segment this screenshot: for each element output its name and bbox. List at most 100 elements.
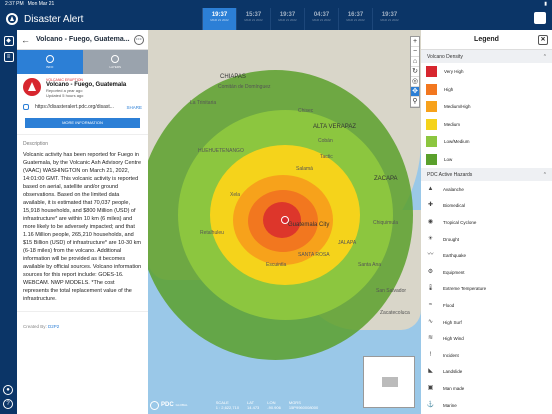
map-label: Escuintla — [266, 262, 287, 268]
legend-label: Incident — [443, 352, 459, 358]
hazard-url[interactable]: https://disasteralert.pdc.org/disast... — [35, 104, 114, 110]
color-swatch — [426, 66, 437, 78]
map-label: Comitán de Domínguez — [218, 84, 271, 90]
marine-icon: ⚓ — [426, 401, 435, 408]
timeline-bar: 19:37 MAR 21 2022 15:37 MAR 21 2022 19:37 M… — [202, 8, 406, 30]
color-swatch — [426, 83, 437, 95]
map-label: San Salvador — [376, 288, 407, 294]
overview-minimap[interactable] — [363, 356, 415, 408]
legend-density-row: Low — [421, 151, 552, 169]
color-swatch — [426, 101, 437, 113]
app-header: Disaster Alert 19:37 MAR 21 2022 15:37 MAR… — [0, 8, 552, 30]
legend-label: Flood — [443, 302, 455, 308]
earthquake-icon: 〰 — [427, 252, 434, 259]
legend-label: Drought — [443, 236, 460, 242]
account-icon[interactable]: ● — [3, 385, 13, 395]
chevron-up-icon: ⌃ — [542, 171, 547, 178]
reported-time: Reported a year ago — [46, 88, 83, 93]
map-readout: SCALE 1 : 2,622,710 LAT 14.473 LON -90.906 … — [215, 400, 319, 410]
created-by: Created By: D2P2 — [17, 311, 148, 329]
timeline-item[interactable]: 16:37 MAR 21 2022 — [338, 8, 372, 30]
hazard-name: Volcano - Fuego, Guatemala — [46, 82, 127, 88]
share-button[interactable]: SHARE — [126, 104, 142, 110]
close-icon[interactable]: ✕ — [538, 35, 548, 45]
landslide-icon: ◣ — [428, 368, 433, 375]
zoom-in-button[interactable]: + — [411, 38, 419, 47]
drought-icon: ☀ — [427, 235, 434, 242]
legend-hazard-row: ✚ Biomedical — [421, 198, 552, 215]
alert-icon[interactable] — [534, 12, 546, 24]
legend-label: Avalanche — [443, 186, 464, 192]
legend-hazard-row: ◣ Landslide — [421, 364, 552, 381]
color-swatch — [426, 118, 437, 130]
legend-hazard-row: ≈ Flood — [421, 297, 552, 314]
timeline-item[interactable]: 19:37 MAR 21 2022 — [202, 8, 236, 30]
legend-section-hazards[interactable]: PDC Active Hazards ⌃ — [421, 168, 552, 181]
tab-info[interactable]: INFO — [17, 50, 83, 74]
help-icon[interactable]: ? — [3, 399, 13, 409]
minimap-extent — [382, 377, 398, 387]
home-icon[interactable]: ⌂ — [411, 58, 419, 67]
zoom-out-button[interactable]: − — [411, 48, 419, 57]
hazards-icon[interactable]: ◆ — [3, 36, 14, 46]
map-label: Zacatecoluca — [380, 310, 410, 316]
description-heading: Description — [17, 134, 148, 149]
app-logo-icon — [6, 13, 18, 25]
map-view[interactable]: CHIAPAS Comitán de Domínguez La Trinitar… — [148, 30, 421, 414]
more-options-icon[interactable]: ··· — [134, 34, 144, 45]
back-arrow-icon[interactable]: ← — [21, 34, 30, 45]
map-label: Tactic — [320, 154, 333, 160]
legend-density-row: Very High — [421, 63, 552, 81]
legend-density-row: High — [421, 81, 552, 99]
legend-hazard-row: ≋ High Wind — [421, 330, 552, 347]
link-icon — [23, 104, 29, 110]
more-information-button[interactable]: MORE INFORMATION — [25, 118, 140, 128]
biomedical-icon: ✚ — [427, 202, 434, 209]
manmade-icon: ▣ — [427, 384, 434, 391]
status-date: Mon Mar 21 — [27, 1, 55, 7]
timeline-item[interactable]: 19:37 MAR 21 2022 — [270, 8, 304, 30]
map-label: Xela — [230, 192, 241, 198]
legend-label: Low — [444, 156, 453, 162]
measure-icon[interactable]: ✥ — [411, 87, 419, 97]
legend-hazard-row: ∿ High Surf — [421, 314, 552, 331]
legend-hazard-row: ◉ Tropical Cyclone — [421, 214, 552, 231]
map-label: CHIAPAS — [220, 74, 246, 80]
search-icon[interactable]: ⚲ — [411, 98, 419, 107]
layers-icon[interactable]: ≡ — [3, 52, 14, 62]
locate-icon[interactable]: ◎ — [411, 78, 419, 87]
map-label: HUEHUETENANGO — [198, 148, 244, 154]
legend-panel: Legend ✕ Volcano Density ⌃ Very High High M… — [421, 30, 552, 414]
legend-label: Medium/High — [444, 104, 471, 110]
legend-label: High Surf — [443, 319, 462, 325]
color-swatch — [426, 153, 437, 165]
timeline-item[interactable]: 15:37 MAR 21 2022 — [236, 8, 270, 30]
avalanche-icon: ▲ — [427, 185, 434, 192]
pdc-logo-icon — [150, 400, 159, 410]
timeline-item[interactable]: 19:37 MAR 21 2022 — [372, 8, 406, 30]
timeline-item[interactable]: 04:37 MAR 21 2022 — [304, 8, 338, 30]
legend-label: Very High — [444, 69, 464, 75]
battery-icon: ▮ — [544, 1, 547, 7]
map-label: Guatemala City — [288, 222, 330, 228]
status-time: 2:37 PM — [5, 1, 24, 7]
volcano-marker[interactable] — [281, 216, 289, 224]
density-list: Very High High Medium/High Medium Low/Medium… — [421, 63, 552, 168]
hazard-detail-panel: ← Volcano - Fuego, Guatema... ··· INFO L… — [17, 30, 148, 414]
rotate-icon[interactable]: ↻ — [411, 68, 419, 77]
tab-layers[interactable]: LAYERS — [82, 50, 148, 74]
legend-density-row: Low/Medium — [421, 133, 552, 151]
legend-section-density[interactable]: Volcano Density ⌃ — [421, 50, 552, 63]
link-row: https://disasteralert.pdc.org/disast... … — [17, 102, 148, 112]
legend-header: Legend ✕ — [421, 30, 552, 50]
map-label: ALTA VERAPAZ — [313, 124, 357, 130]
legend-hazard-row: 🌡 Extreme Temperature — [421, 281, 552, 298]
updated-time: Updated 5 hours ago — [46, 93, 84, 98]
legend-label: Medium — [444, 121, 461, 127]
legend-title: Legend — [474, 36, 499, 43]
panel-title: Volcano - Fuego, Guatema... — [36, 36, 130, 43]
legend-label: High — [444, 86, 454, 92]
color-swatch — [426, 136, 437, 148]
cyclone-icon: ◉ — [427, 218, 434, 225]
surf-icon: ∿ — [427, 318, 434, 325]
